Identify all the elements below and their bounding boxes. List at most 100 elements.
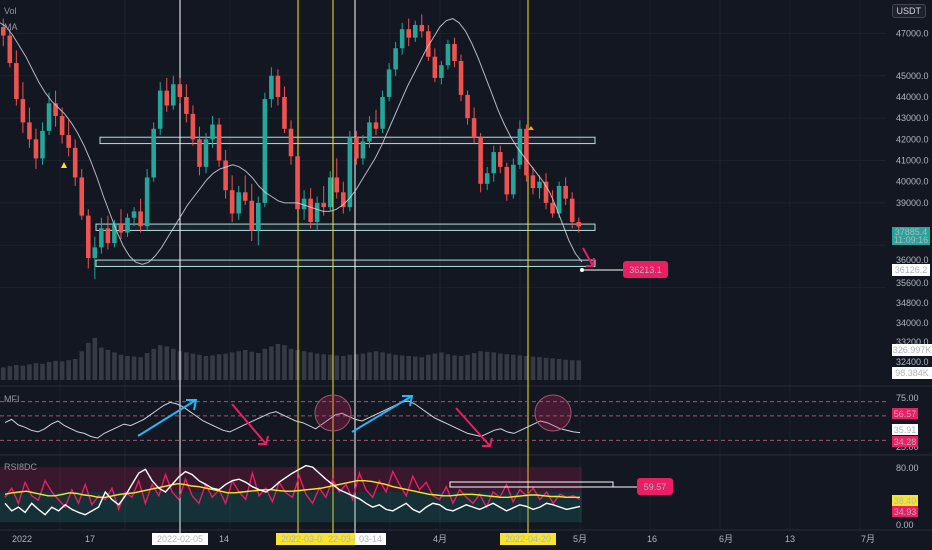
x-tick-label: 14 (219, 534, 229, 544)
volume-bar (282, 345, 287, 380)
volume-bars (0, 338, 582, 380)
rsi-yellow-value: 38.40 (894, 496, 917, 506)
volume-bar (347, 354, 353, 380)
rsi-yellow-badge (892, 495, 918, 506)
volume-bar (118, 354, 124, 380)
volume-bar (210, 355, 215, 380)
rsi-axis-tick: 80.00 (896, 463, 919, 473)
candle-body (478, 137, 483, 184)
zone-lower-support (95, 259, 596, 267)
volume-bar (20, 365, 26, 380)
highlight-circle (534, 394, 572, 432)
volume-bar (341, 356, 346, 380)
rsi-pink-badge (892, 506, 918, 517)
volume-value-badge (892, 344, 932, 356)
x-tick-label: 4月 (433, 534, 447, 544)
ma-value-badge (892, 264, 930, 276)
candle-body (537, 181, 542, 189)
x-tick-label: 17 (85, 534, 95, 544)
volume-bar (517, 355, 523, 380)
price-tick-label: 34000.0 (896, 318, 929, 328)
volume-value-label: 326.997K (893, 345, 932, 355)
volume-bar (543, 357, 549, 380)
candle-body (59, 116, 65, 136)
rsi-pane-label: RSI8DC (4, 462, 38, 472)
trend-up-arrow-icon (137, 399, 198, 437)
volume-bar (85, 342, 91, 380)
candle-body (216, 124, 222, 161)
volume-bar (288, 348, 294, 380)
volume-bar (301, 351, 307, 380)
candle-body (386, 69, 392, 97)
volume-bar (59, 361, 65, 380)
zone-support (95, 223, 596, 231)
volume-bar (184, 352, 189, 380)
volume-bar (79, 351, 85, 380)
date-marker-lines (179, 0, 529, 540)
candle-body (569, 198, 575, 222)
volume-bar (314, 353, 320, 380)
zone-resistance (99, 136, 596, 145)
ma-line (0, 18, 583, 265)
volume-bar (367, 352, 372, 380)
volume-bar (308, 352, 313, 380)
candle-body (171, 84, 176, 106)
candle-body (27, 122, 32, 140)
volume-bar (497, 353, 503, 380)
volume-bar (112, 352, 117, 380)
date-marker-label: 22-03-09 (328, 534, 364, 544)
x-tick-label: 13 (785, 534, 795, 544)
volume-bar (504, 354, 510, 380)
rsi-callout-box (637, 478, 673, 495)
price-tick-label: 39000.0 (896, 198, 929, 208)
candle-body (380, 96, 385, 129)
candle-body (288, 128, 294, 157)
volume-bar (569, 360, 575, 380)
mfi-value-badge (892, 424, 918, 435)
candle-body (327, 177, 333, 208)
currency-badge[interactable]: USDT (891, 4, 926, 18)
trend-up-arrow-icon (351, 395, 414, 433)
rsi-box (449, 481, 614, 488)
rsi-pink-value: 34.93 (894, 507, 917, 517)
horizontal-zones (95, 136, 596, 267)
volume-bar (393, 354, 398, 380)
volume-bar (53, 360, 58, 380)
volume-bar (157, 345, 163, 380)
candle-body (177, 84, 183, 97)
callout-price-label: 36213.1 (629, 265, 662, 275)
candle-body (53, 103, 58, 117)
candle-body (7, 35, 13, 64)
candle-body (138, 211, 143, 227)
candle-body (452, 44, 457, 61)
candle-body (249, 200, 255, 231)
candle-body (144, 177, 150, 227)
volume-bar (458, 356, 464, 380)
candle-body (341, 192, 346, 208)
mfi-line (4, 400, 581, 439)
triangle-marker-icon (61, 162, 67, 168)
grid-lines (0, 0, 886, 530)
candle-body (92, 247, 98, 258)
rsi-axis-tick: 0.00 (896, 520, 914, 530)
trend-down-arrow-icon (231, 403, 269, 445)
candle-body (118, 224, 124, 233)
candle-body (530, 175, 536, 189)
date-marker-badge (152, 533, 208, 545)
mfi-level-badge (892, 408, 918, 419)
volume-bar (33, 363, 39, 380)
candle-body (367, 122, 372, 142)
volume-bar (14, 365, 19, 380)
volume-bar (229, 352, 235, 380)
volume-bar (236, 351, 241, 380)
volume-bar (406, 356, 411, 380)
candle-body (524, 128, 529, 176)
price-tick-label: 33200.0 (896, 337, 929, 347)
rsi-callout-label: 59.57 (644, 482, 667, 492)
candle-body (40, 130, 45, 159)
rsi-upper-band (0, 467, 582, 492)
candle-body (242, 192, 248, 201)
candle-body (471, 118, 477, 138)
candle-body (66, 135, 71, 148)
